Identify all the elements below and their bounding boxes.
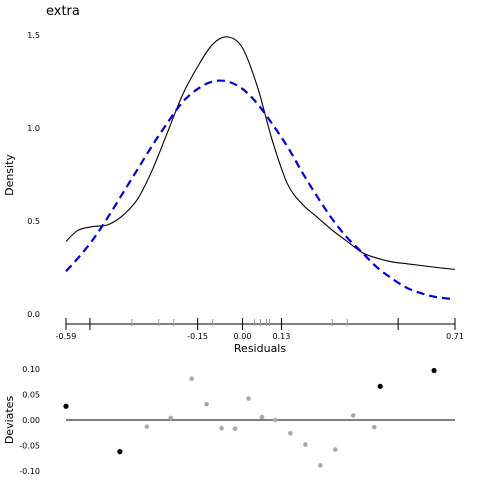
y-tick-label: -0.05 — [19, 442, 40, 451]
x-tick-label: 0.00 — [234, 332, 252, 341]
normal-density-curve — [65, 79, 456, 301]
y-axis-label-deviates: Deviates — [3, 396, 16, 445]
deviate-point — [63, 403, 69, 409]
x-tick-label: 0.13 — [273, 332, 291, 341]
kernel-density-curve — [65, 36, 456, 270]
deviate-point — [144, 424, 150, 429]
deviate-point — [204, 401, 209, 407]
deviate-point — [303, 442, 308, 447]
deviate-point — [259, 414, 265, 420]
deviate-point — [232, 426, 238, 431]
deviate-point — [377, 383, 383, 389]
y-tick-label: 0.0 — [27, 310, 40, 319]
deviates-panel: 0.10 0.05 0.00 -0.05 -0.10 — [19, 365, 455, 476]
x-tick-label: 0.71 — [446, 332, 464, 341]
deviate-point — [350, 413, 356, 418]
density-panel: 0.0 0.5 1.0 1.5 -0.59 -0.15 0.00 0.13 0.71 — [27, 31, 464, 341]
deviate-point — [431, 367, 437, 374]
y-tick-label: -0.10 — [19, 467, 40, 476]
deviate-point — [219, 425, 224, 431]
y-tick-label: 0.5 — [27, 217, 40, 226]
y-tick-label: 1.5 — [27, 31, 40, 40]
chart-title: extra — [46, 4, 80, 19]
deviate-point — [288, 430, 293, 436]
deviate-point — [189, 376, 194, 381]
deviate-point — [318, 463, 323, 468]
y-tick-label: 0.10 — [22, 365, 40, 374]
y-tick-label: 1.0 — [27, 124, 40, 133]
x-axis-label: Residuals — [234, 342, 286, 355]
deviate-point — [246, 396, 251, 401]
y-tick-label: 0.00 — [22, 416, 40, 425]
deviate-point — [117, 449, 123, 455]
y-tick-label: 0.05 — [22, 391, 40, 400]
x-tick-label: -0.59 — [56, 332, 77, 341]
deviate-point — [273, 417, 278, 423]
x-tick-label: -0.15 — [187, 332, 208, 341]
deviate-point — [168, 415, 174, 421]
deviate-point — [371, 424, 377, 430]
y-axis-label-density: Density — [3, 154, 16, 196]
deviate-point — [333, 447, 338, 452]
